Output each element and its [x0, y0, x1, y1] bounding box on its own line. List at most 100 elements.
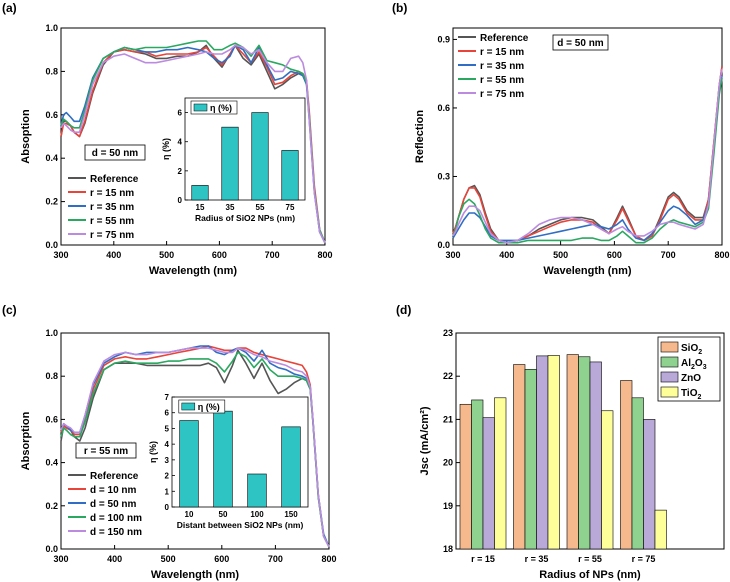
chart-b: 300 400 500 600 700 800 0.0 0.3 0.6 0.9 Wavelength… [414, 27, 730, 277]
series-line-r-75-nm [452, 68, 723, 244]
y-tick-label: 1.0 [45, 23, 58, 33]
y-tick-label: 0.9 [437, 34, 450, 44]
inset-bar [247, 473, 267, 508]
chart-d: 18 19 20 21 22 23 r = 15 r = 35 r = 55 r = 75 Radi… [419, 328, 725, 581]
x-tick-label: 500 [161, 554, 176, 564]
bar [494, 397, 507, 550]
bar [578, 356, 591, 550]
inset-legend-label: η (%) [198, 402, 220, 412]
bar [643, 419, 656, 550]
x-tick-label: 300 [445, 250, 460, 260]
annotation-box [552, 34, 609, 51]
legend-label: Al2O3 [681, 358, 707, 371]
series-line-d-100-nm [60, 351, 330, 548]
bar [471, 399, 484, 550]
inset-y-tick-label: 6 [178, 109, 183, 118]
y-tick-label: 0.6 [45, 414, 58, 424]
legend-swatch [660, 371, 679, 383]
bar [459, 403, 472, 550]
inset-y-tick-label: 4 [165, 440, 170, 449]
x-tick-label: 400 [106, 250, 121, 260]
inset-y-tick-label: 2 [165, 472, 170, 481]
y-tick-label: 0.3 [437, 171, 450, 181]
inset-y-tick-label: 7 [165, 393, 170, 402]
y-tick-label: 19 [443, 501, 453, 511]
x-tick-label: 700 [265, 250, 280, 260]
annotation-text: r = 55 nm [84, 446, 128, 457]
legend-label: ZnO [681, 373, 701, 384]
y-tick-label: 1.0 [45, 328, 58, 338]
bar [524, 368, 537, 550]
bar [547, 355, 560, 550]
x-tick-label: 500 [159, 250, 174, 260]
x-tick-label: r = 55 [578, 554, 602, 564]
x-tick-label: 600 [214, 554, 229, 564]
x-tick-label: 700 [268, 554, 283, 564]
x-tick-label: 300 [53, 554, 68, 564]
y-tick-label: 22 [443, 371, 453, 381]
x-axis-label: Wavelength (nm) [149, 265, 238, 277]
annotation-box [84, 144, 146, 161]
bar [620, 380, 633, 550]
y-tick-label: 20 [443, 458, 453, 468]
legend-label: Reference [90, 471, 139, 482]
inset-x-tick-label: 35 [226, 203, 235, 212]
inset-bar [221, 126, 239, 201]
legend-swatch [660, 356, 679, 368]
series-line-r-75-nm [60, 44, 326, 244]
chart-a: 300 400 500 600 700 800 0.0 0.2 0.4 0.6 0.8 1.0 Wave… [20, 23, 333, 277]
inset-bar [213, 410, 233, 508]
inset-y-tick-label: 6 [165, 409, 170, 418]
x-tick-label: 700 [661, 250, 676, 260]
x-tick-label: 600 [607, 250, 622, 260]
legend-swatch [660, 341, 679, 353]
legend-label: TiO2 [681, 388, 701, 401]
inset-x-axis-label: Radius of SiO2 NPs (nm) [195, 213, 295, 223]
panel-label-a: (a) [2, 1, 17, 15]
legend-label: Reference [480, 33, 529, 44]
legend-label: d = 100 nm [90, 513, 142, 524]
bar [589, 361, 602, 550]
inset-x-tick-label: 75 [286, 203, 295, 212]
inset-legend-swatch [181, 402, 196, 411]
inset-y-tick-label: 5 [165, 424, 170, 433]
y-axis-label: Absorption [20, 411, 32, 470]
inset-y-tick-label: 4 [178, 138, 183, 147]
y-tick-label: 0.2 [45, 197, 58, 207]
plot-frame [452, 27, 723, 246]
inset-bar [281, 150, 299, 201]
chart-c: 300 400 500 600 700 8000.00.20.40.60.81.0Wave… [20, 328, 337, 581]
legend-label: r = 35 nm [480, 61, 524, 72]
series-line-r-35-nm [452, 75, 723, 242]
y-tick-label: 0.4 [45, 153, 58, 163]
annotation-text: d = 50 nm [92, 148, 139, 159]
inset-y-tick-label: 0 [165, 503, 170, 512]
y-tick-label: 18 [443, 544, 453, 554]
inset-x-tick-label: 100 [250, 510, 264, 519]
legend-label: SiO2 [681, 343, 702, 356]
x-tick-label: 400 [107, 554, 122, 564]
series-line-d-150-nm [60, 347, 330, 548]
legend-label: r = 75 nm [480, 89, 524, 100]
x-axis-label: Wavelength (nm) [543, 265, 632, 277]
y-tick-label: 0.0 [437, 240, 450, 250]
series-line-r-55-nm [60, 40, 326, 244]
legend-swatch [660, 386, 679, 398]
inset-x-axis-label: Distant between SiO2 NPs (nm) [177, 520, 304, 530]
y-tick-label: 0.0 [45, 544, 58, 554]
legend-label: r = 15 nm [90, 188, 134, 199]
inset-bar [281, 426, 301, 508]
bar [536, 355, 549, 550]
y-tick-label: 0.6 [45, 110, 58, 120]
y-tick-label: 0.6 [437, 103, 450, 113]
x-tick-label: r = 75 [632, 554, 656, 564]
inset-x-tick-label: 55 [256, 203, 265, 212]
inset-bar [251, 112, 269, 201]
legend-label: Reference [90, 174, 139, 185]
inset-bar [191, 185, 209, 201]
inset-x-tick-label: 15 [196, 203, 205, 212]
inset-y-tick-label: 2 [178, 167, 183, 176]
y-axis-label: Absoption [20, 109, 32, 164]
y-tick-label: 0.8 [45, 66, 58, 76]
y-tick-label: 0.8 [45, 371, 58, 381]
